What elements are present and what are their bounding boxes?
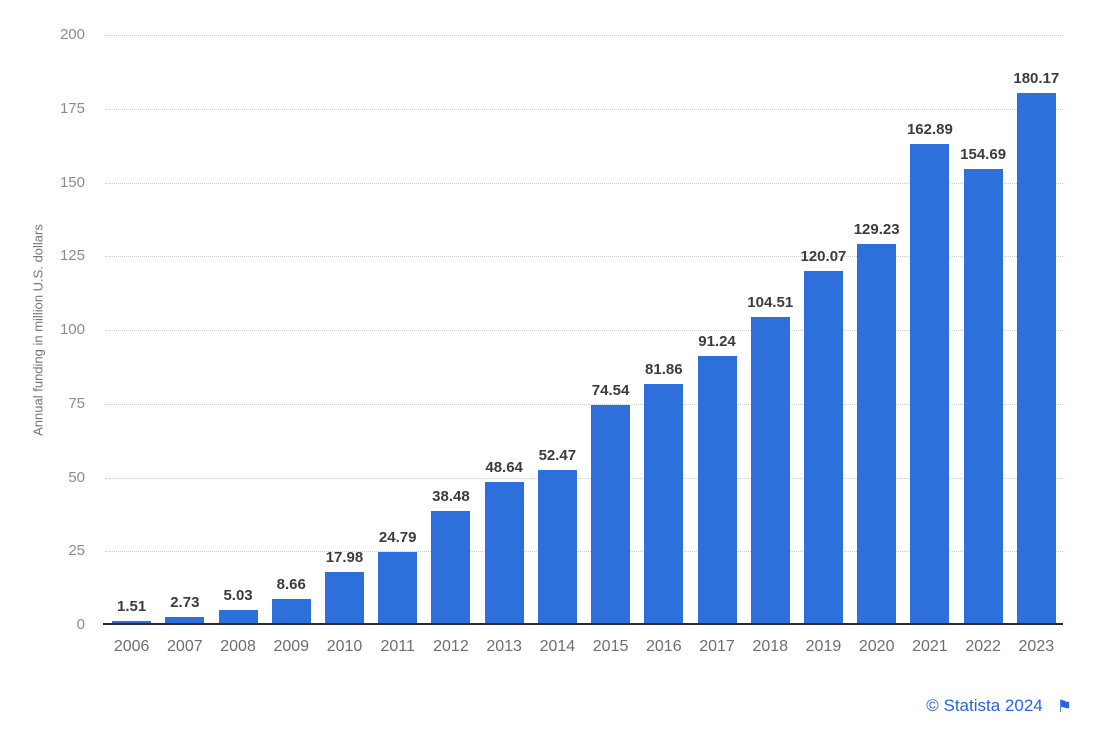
bar-cell-2018: 104.51 [744,35,797,625]
bar-cell-2010: 17.98 [318,35,371,625]
bar-cell-2015: 74.54 [584,35,637,625]
x-tick-label-2016: 2016 [646,638,682,655]
bar-cell-2008: 5.03 [211,35,264,625]
x-tick-label-2021: 2021 [912,638,948,655]
bar-2014[interactable] [537,470,577,625]
y-tick-label-200: 200 [59,26,85,43]
bar-value-label-2017: 91.24 [698,333,736,350]
x-tick-label-2018: 2018 [752,638,789,655]
bar-2012[interactable] [431,511,471,625]
bar-2016[interactable] [644,384,684,625]
bar-value-label-2007: 2.73 [170,594,200,611]
bar-cell-2017: 91.24 [690,35,743,625]
x-tick-label-2019: 2019 [805,638,842,655]
statista-attribution-link[interactable]: © Statista 2024 ⚑ [926,696,1072,716]
bar-2013[interactable] [484,482,524,625]
bar-cell-2016: 81.86 [637,35,690,625]
x-tick-label-2006: 2006 [113,638,150,655]
y-tick-label-150: 150 [59,173,85,191]
bar-value-label-2022: 154.69 [960,146,1007,163]
x-tick-label-2017: 2017 [699,638,735,655]
bar-2018[interactable] [750,317,790,625]
x-tick-label-2023: 2023 [1018,638,1055,655]
y-tick-label-75: 75 [68,394,85,412]
bar-value-label-2021: 162.89 [906,121,953,138]
bar-value-label-2012: 38.48 [432,488,470,505]
bar-2007[interactable] [165,617,205,625]
bar-cell-2021: 162.89 [903,35,956,625]
y-tick-label-100: 100 [59,321,85,338]
y-tick-label-0: 0 [76,616,85,633]
bar-cell-2006: 1.51 [105,35,158,625]
bar-value-label-2010: 17.98 [325,549,364,566]
bar-cell-2009: 8.66 [265,35,318,625]
bar-2009[interactable] [271,599,311,625]
gridline-150 [105,182,1063,184]
bar-cell-2012: 38.48 [424,35,477,625]
bar-value-label-2019: 120.07 [800,248,847,265]
bar-value-label-2018: 104.51 [747,294,794,311]
statista-copyright-text: © Statista 2024 [926,696,1043,715]
bar-2008[interactable] [218,610,258,625]
gridline-125 [105,256,1063,258]
bar-cell-2011: 24.79 [371,35,424,625]
bar-cell-2019: 120.07 [797,35,850,625]
gridline-25 [105,551,1063,553]
bar-value-label-2015: 74.54 [591,382,630,399]
x-axis-labels: 2006 2007 2008 2009 2010 2011 2012 2013 2014 2015… [105,638,1063,656]
bar-value-label-2023: 180.17 [1013,70,1060,87]
x-tick-label-2010: 2010 [326,638,363,655]
x-tick-label-2013: 2013 [486,638,522,655]
bar-cell-2020: 129.23 [850,35,903,625]
bars-layer: 1.51 2.73 5.03 8.66 17.98 24.79 38.48 48.64 52.4… [105,35,1063,625]
gridline-75 [105,403,1063,405]
gridline-50 [105,477,1063,479]
x-axis-line [103,623,1063,625]
x-tick-label-2012: 2012 [433,638,469,655]
y-tick-label-175: 175 [59,99,85,117]
x-tick-label-2020: 2020 [858,638,895,655]
x-tick-label-2008: 2008 [220,638,256,655]
bar-2011[interactable] [378,552,418,625]
bar-value-label-2008: 5.03 [223,587,253,604]
bar-2019[interactable] [803,271,843,625]
bar-value-label-2013: 48.64 [485,459,523,476]
x-tick-label-2011: 2011 [380,638,415,655]
bar-value-label-2016: 81.86 [645,361,683,378]
bar-value-label-2006: 1.51 [117,598,147,615]
statista-flag-icon: ⚑ [1056,696,1072,716]
bar-value-label-2009: 8.66 [276,576,306,593]
bar-2015[interactable] [591,405,631,625]
bar-value-label-2020: 129.23 [853,221,900,238]
bar-2017[interactable] [697,356,737,625]
bar-cell-2022: 154.69 [957,35,1010,625]
gridline-175 [105,108,1063,110]
bar-cell-2023: 180.17 [1010,35,1063,625]
y-tick-label-125: 125 [59,247,85,265]
bar-cell-2007: 2.73 [158,35,211,625]
bar-value-label-2011: 24.79 [378,529,417,546]
bar-cell-2014: 52.47 [531,35,584,625]
x-tick-label-2015: 2015 [592,638,629,655]
gridline-200 [105,35,1063,36]
bar-2021[interactable] [910,144,950,625]
x-tick-label-2009: 2009 [273,638,310,655]
gridline-100 [105,330,1063,331]
bar-2023[interactable] [1016,93,1056,625]
y-tick-label-25: 25 [68,542,85,560]
bar-2022[interactable] [963,169,1003,625]
plot-area: 1.51 2.73 5.03 8.66 17.98 24.79 38.48 48.64 52.4… [105,35,1063,625]
bar-value-label-2014: 52.47 [538,447,577,464]
bar-2020[interactable] [857,244,897,625]
bar-cell-2013: 48.64 [478,35,531,625]
x-tick-label-2007: 2007 [167,638,203,655]
bar-2010[interactable] [324,572,364,625]
x-tick-label-2014: 2014 [539,638,576,655]
x-tick-label-2022: 2022 [965,638,1001,655]
y-tick-label-50: 50 [68,468,85,486]
